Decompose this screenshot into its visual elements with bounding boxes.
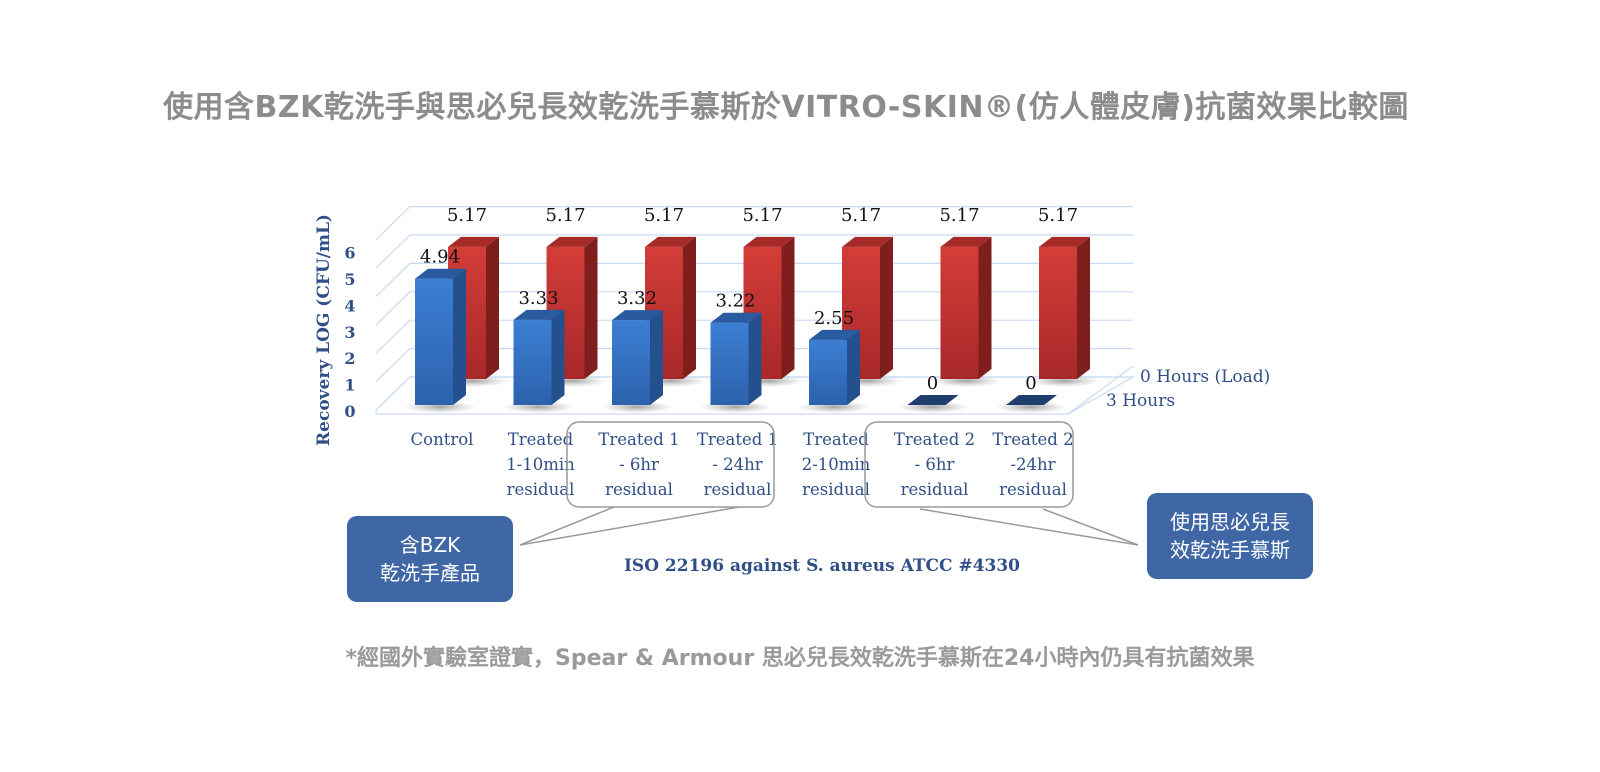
callout-left-line2: 乾洗手產品 xyxy=(380,561,480,585)
svg-text:5.17: 5.17 xyxy=(1038,205,1078,226)
svg-text:3.22: 3.22 xyxy=(715,291,755,312)
svg-text:0: 0 xyxy=(344,402,355,421)
footnote: *經國外實驗室證實，Spear & Armour 思必兒長效乾洗手慕斯在24小時… xyxy=(345,646,1255,671)
page-title: 使用含BZK乾洗手與思必兒長效乾洗手慕斯於VITRO-SKIN®(仿人體皮膚)抗… xyxy=(163,90,1409,125)
x-axis-categories: Control Treated 1-10min residual Treated 1 - … xyxy=(411,430,1074,499)
svg-text:5.17: 5.17 xyxy=(644,205,684,226)
bar-3-hours xyxy=(896,395,969,413)
group-box-treated-2 xyxy=(864,421,1074,508)
x-category-label: Treated xyxy=(508,430,574,449)
svg-text:4: 4 xyxy=(344,296,355,315)
svg-text:1: 1 xyxy=(344,376,355,395)
callout-left-pointer xyxy=(519,506,740,546)
bar-0-hours xyxy=(830,236,904,387)
svg-text:2: 2 xyxy=(344,349,355,368)
svg-text:5.17: 5.17 xyxy=(447,205,487,226)
x-category-label: residual xyxy=(704,480,772,499)
x-category-label: residual xyxy=(802,480,870,499)
svg-text:3: 3 xyxy=(344,323,355,342)
x-category-label: - 24hr xyxy=(712,455,762,474)
x-category-label: Treated 1 xyxy=(598,430,679,449)
bar-0-hours xyxy=(1027,236,1101,387)
callout-left-line1: 含BZK xyxy=(399,533,461,557)
x-category-label: -24hr xyxy=(1010,455,1055,474)
svg-text:5: 5 xyxy=(344,270,355,289)
bar-0-hours xyxy=(929,236,1002,387)
data-labels: 5.17 4.94 5.17 3.33 5.17 3.32 5.17 3.22 5.17 2.55… xyxy=(420,205,1078,394)
svg-text:5.17: 5.17 xyxy=(545,205,585,226)
y-axis-ticks: 0 1 2 3 4 5 6 xyxy=(344,244,355,421)
x-category-label: - 6hr xyxy=(915,455,955,474)
x-category-label: residual xyxy=(507,480,575,499)
x-category-label: residual xyxy=(605,480,673,499)
bar-3-hours xyxy=(994,395,1068,413)
x-category-label: Treated xyxy=(803,430,869,449)
x-category-label: Treated 1 xyxy=(697,430,778,449)
x-category-label: - 6hr xyxy=(619,455,659,474)
y-axis-label: Recovery LOG (CFU/mL) xyxy=(314,214,334,446)
callout-spear-mousse: 使用思必兒長 效乾洗手慕斯 xyxy=(1147,493,1313,579)
legend-0-hours: 0 Hours (Load) xyxy=(1140,367,1270,387)
x-category-label: Treated 2 xyxy=(894,430,975,449)
legend-3-hours: 3 Hours xyxy=(1106,391,1175,411)
svg-text:5.17: 5.17 xyxy=(742,205,782,226)
svg-text:2.55: 2.55 xyxy=(814,308,854,329)
bar-3-hours xyxy=(600,310,674,413)
callout-right-line2: 效乾洗手慕斯 xyxy=(1170,538,1290,562)
x-category-label: residual xyxy=(901,480,969,499)
svg-text:0: 0 xyxy=(927,373,938,394)
callout-bzk-product: 含BZK 乾洗手產品 xyxy=(347,516,513,602)
svg-text:6: 6 xyxy=(344,244,355,263)
callout-right-line1: 使用思必兒長 xyxy=(1170,510,1290,534)
group-box-treated-1 xyxy=(566,421,775,508)
x-category-label: 2-10min xyxy=(802,455,871,474)
bar-3-hours xyxy=(403,268,477,413)
svg-text:5.17: 5.17 xyxy=(841,205,881,226)
x-category-label: residual xyxy=(999,480,1067,499)
x-axis-label: ISO 22196 against S. aureus ATCC #4330 xyxy=(624,556,1020,576)
x-category-label: Treated 2 xyxy=(992,430,1073,449)
bar-3-hours xyxy=(699,312,772,413)
series-3-hours-bars xyxy=(403,268,1068,413)
x-category-label: 1-10min xyxy=(506,455,575,474)
callout-right-pointer xyxy=(919,508,1139,546)
svg-text:3.32: 3.32 xyxy=(617,288,657,309)
bar-3-hours xyxy=(797,329,871,413)
bar-3-hours xyxy=(502,309,575,413)
svg-text:5.17: 5.17 xyxy=(939,205,979,226)
svg-text:0: 0 xyxy=(1025,373,1036,394)
x-category-label: Control xyxy=(411,430,474,449)
svg-text:4.94: 4.94 xyxy=(420,247,460,268)
svg-text:3.33: 3.33 xyxy=(518,288,558,309)
